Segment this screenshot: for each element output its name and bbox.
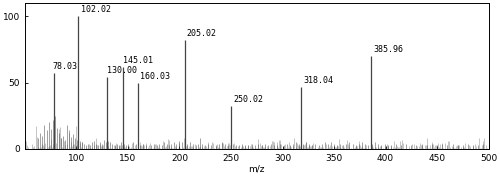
X-axis label: m/z: m/z <box>248 164 265 173</box>
Text: 102.02: 102.02 <box>80 5 110 14</box>
Text: 385.96: 385.96 <box>373 45 403 54</box>
Text: 160.03: 160.03 <box>140 71 170 81</box>
Text: 78.03: 78.03 <box>52 62 78 71</box>
Text: 318.04: 318.04 <box>303 76 333 84</box>
Text: 205.02: 205.02 <box>186 29 216 38</box>
Text: 145.01: 145.01 <box>123 56 153 65</box>
Text: 130.00: 130.00 <box>108 66 138 75</box>
Text: 250.02: 250.02 <box>233 95 263 104</box>
